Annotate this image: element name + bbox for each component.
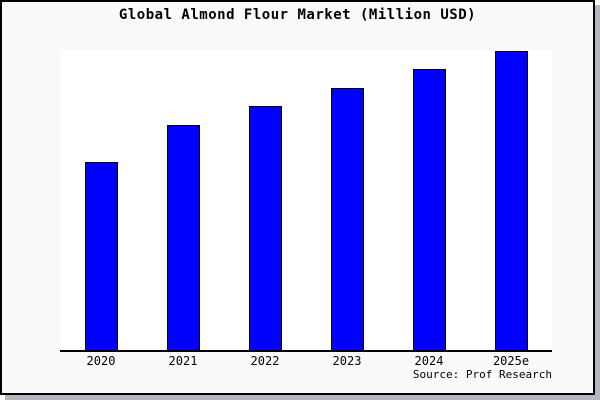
bar-slot-2025e (470, 50, 552, 350)
bar-slot-2024 (388, 50, 470, 350)
x-tick-label-2020: 2020 (86, 354, 116, 368)
chart-card: Global Almond Flour Market (Million USD)… (0, 0, 595, 395)
x-axis-labels: 2020 2021 2022 2023 2024 2025e (60, 354, 552, 368)
x-tick-label-2023: 2023 (332, 354, 362, 368)
x-tick-label-2025e: 2025e (492, 354, 530, 368)
bar-2025e (494, 51, 528, 350)
x-tick-label-2024: 2024 (414, 354, 444, 368)
bar-2020 (84, 162, 118, 350)
bar-slot-2022 (224, 50, 306, 350)
bar-2022 (248, 106, 282, 350)
x-tick-label-2022: 2022 (250, 354, 280, 368)
bar-2024 (412, 69, 446, 350)
source-credit: Source: Prof Research (412, 368, 552, 381)
bar-slot-2021 (142, 50, 224, 350)
bar-slot-2023 (306, 50, 388, 350)
chart-title: Global Almond Flour Market (Million USD) (118, 7, 477, 23)
x-tick-label-2021: 2021 (168, 354, 198, 368)
plot-area (60, 50, 552, 352)
bar-slot-2020 (60, 50, 142, 350)
bar-2023 (330, 88, 364, 350)
bar-2021 (166, 125, 200, 350)
